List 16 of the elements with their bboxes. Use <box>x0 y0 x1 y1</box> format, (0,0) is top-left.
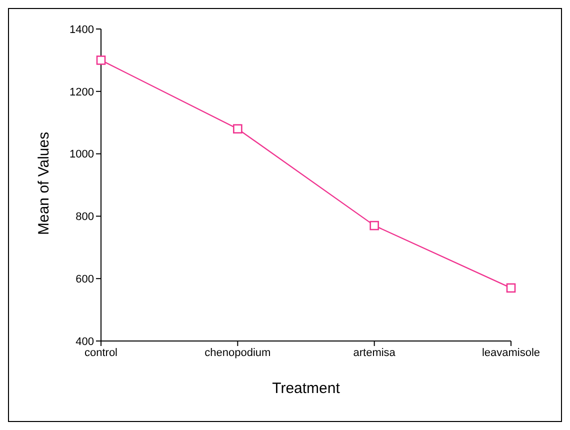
y-axis-title: Mean of Values <box>35 132 52 235</box>
point <box>96 56 106 65</box>
x-axis-title: Treatment <box>272 380 341 397</box>
y-tick-label: 1200 <box>70 86 94 98</box>
x-tick-label: leavamisole <box>482 346 540 359</box>
point <box>506 283 516 293</box>
x-tick-label: control <box>84 346 118 359</box>
point <box>370 220 379 230</box>
y-tick-label: 400 <box>76 336 94 348</box>
x-tick-label: chenopodium <box>204 346 271 359</box>
y-tick-label: 800 <box>76 211 94 224</box>
y-tick-label: 600 <box>76 274 94 286</box>
point <box>233 124 242 134</box>
y-tick-label: 1400 <box>70 24 94 36</box>
x-tick-label: artemisa <box>353 346 396 359</box>
y-tick-label: 1000 <box>70 148 94 161</box>
